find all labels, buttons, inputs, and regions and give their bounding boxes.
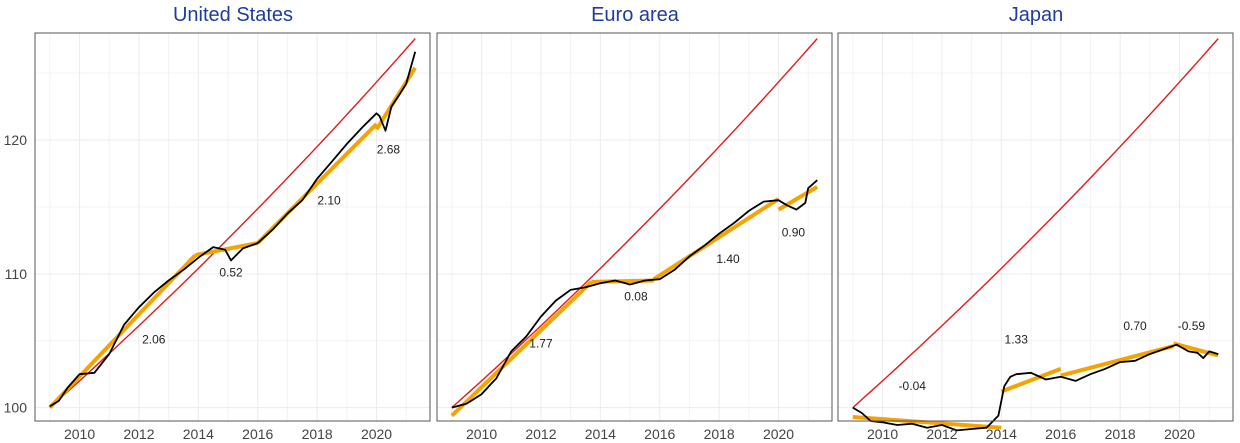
segment-label: 0.90: [782, 225, 806, 239]
trend-segment: [777, 185, 819, 212]
x-tick-label: 2012: [123, 426, 154, 442]
series-layer: [852, 343, 1219, 432]
x-tick-labels: 2010 2012 2014 2016 2018 2020: [867, 426, 1195, 442]
series-layer: [49, 51, 417, 408]
x-tick-label: 2018: [302, 426, 333, 442]
segment-label: 1.40: [716, 252, 740, 266]
x-tick-labels: 2010 2012 2014 2016 2018 2020: [64, 426, 392, 442]
x-tick-label: 2016: [242, 426, 273, 442]
trend-segment: [852, 414, 1002, 430]
x-tick-label: 2014: [585, 426, 616, 442]
series-layer: [451, 179, 818, 409]
trend-segment: [1000, 366, 1062, 394]
reference-line: [451, 38, 818, 409]
reference-line-layer: [451, 38, 818, 409]
plot-frame: [436, 32, 833, 422]
trend-segment: [450, 280, 593, 418]
segment-label: -0.59: [1178, 319, 1206, 333]
panel-title: Euro area: [591, 4, 680, 26]
x-tick-label: 2018: [704, 426, 735, 442]
trend-segment: [1060, 344, 1175, 378]
gridlines: [838, 33, 1233, 421]
x-tick-label: 2010: [867, 426, 898, 442]
segment-label: 1.33: [1005, 332, 1029, 346]
panel-japan: Japan -0.041.330.70 -0.59 2010 2012 2014 201…: [837, 4, 1234, 442]
trend-segment: [652, 197, 780, 281]
segment-label: 0.08: [624, 290, 648, 304]
segment-label: 2.06: [142, 332, 166, 346]
segment-label: 0.70: [1123, 319, 1147, 333]
reference-line: [852, 38, 1219, 409]
plot-frame: [34, 32, 431, 422]
x-tick-label: 2016: [644, 426, 675, 442]
x-tick-label: 2020: [361, 426, 392, 442]
gridlines: [437, 33, 832, 421]
gridlines: [35, 33, 430, 421]
series-line: [852, 343, 1219, 432]
series-line: [451, 179, 818, 409]
segment-label-layer: -0.04 1.33 0.70 -0.59: [899, 319, 1206, 393]
segment-label-layer: 2.06 0.52 2.10 2.68: [142, 142, 400, 346]
segment-label: 2.68: [377, 142, 401, 156]
y-tick-label: 120: [4, 132, 28, 148]
x-tick-label: 2020: [1164, 426, 1195, 442]
reference-line-layer: [852, 38, 1219, 409]
x-tick-label: 2018: [1105, 426, 1136, 442]
x-tick-label: 2012: [525, 426, 556, 442]
x-tick-label: 2014: [986, 426, 1017, 442]
panel-title: Japan: [1009, 4, 1064, 26]
x-tick-label: 2010: [64, 426, 95, 442]
series-line: [49, 51, 417, 408]
trend-line-layer: [48, 66, 417, 410]
segment-label: 1.77: [529, 336, 553, 350]
trend-segment: [48, 253, 197, 410]
x-tick-labels: 2010 2012 2014 2016 2018 2020: [466, 426, 794, 442]
panel-title: United States: [173, 4, 293, 26]
x-tick-label: 2020: [763, 426, 794, 442]
y-tick-label: 110: [5, 266, 28, 282]
trend-line-layer: [852, 341, 1219, 430]
x-tick-label: 2016: [1045, 426, 1076, 442]
y-tick-label: 100: [4, 400, 28, 416]
y-tick-labels: 100 110 120: [4, 132, 28, 416]
x-tick-label: 2010: [466, 426, 497, 442]
x-tick-label: 2012: [926, 426, 957, 442]
trend-segment: [1173, 341, 1219, 358]
x-tick-label: 2014: [183, 426, 214, 442]
segment-label: 0.52: [219, 266, 243, 280]
segment-label: -0.04: [899, 379, 927, 393]
segment-label-layer: 1.77 0.08 1.40 0.90: [529, 225, 805, 350]
panel-euro-area: Euro area 1.770.081.400.90 2010 2012 2014 2…: [436, 4, 833, 442]
plot-frame: [837, 32, 1234, 422]
segment-label: 2.10: [317, 193, 341, 207]
trend-line-layer: [450, 185, 819, 418]
panel-united-states: United States 2.06 0.52 2.10 2.68 100 110 120…: [4, 4, 431, 442]
